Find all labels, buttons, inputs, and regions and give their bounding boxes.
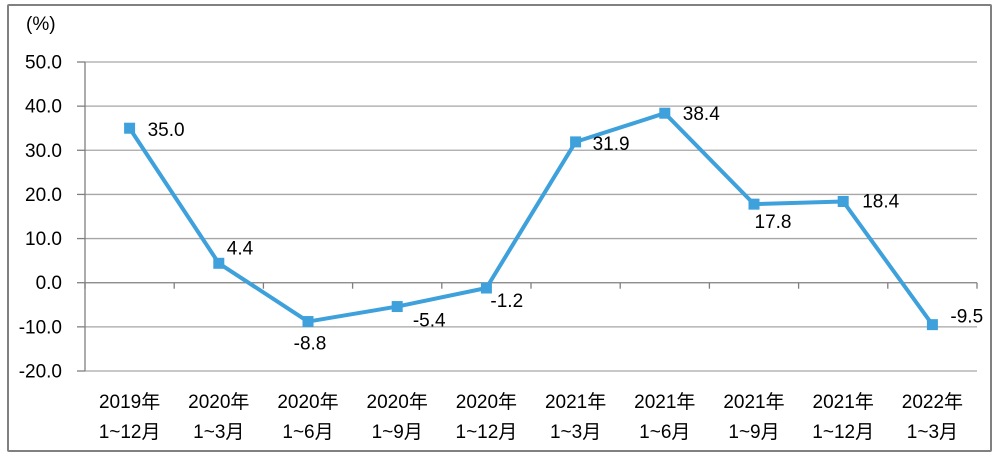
data-label: -8.8: [294, 334, 327, 355]
x-axis-category-label-months: 1~3月: [550, 422, 601, 443]
y-axis-tick-label: 50.0: [25, 53, 62, 74]
x-axis-category-label-months: 1~3月: [907, 422, 958, 443]
data-point-marker: [213, 257, 225, 269]
y-axis-tick-label: 40.0: [25, 97, 62, 118]
data-label: -9.5: [950, 307, 983, 328]
x-axis-category-label-year: 2021年: [723, 391, 784, 413]
x-axis-category-label-year: 2021年: [545, 391, 606, 413]
data-point-marker: [926, 319, 938, 331]
data-point-marker: [659, 107, 671, 119]
data-point-marker: [570, 136, 582, 148]
x-axis-category-label-year: 2022年: [902, 391, 963, 413]
x-axis-category-label-months: 1~9月: [372, 422, 423, 443]
x-axis-category-label-months: 1~6月: [639, 422, 690, 443]
x-axis-category-label-months: 1~12月: [456, 422, 518, 443]
x-axis-category-label-months: 1~6月: [282, 422, 333, 443]
data-label: 38.4: [683, 104, 720, 125]
data-point-marker: [480, 282, 492, 294]
y-axis-tick-label: 10.0: [25, 229, 62, 250]
x-axis-category-label-months: 1~3月: [193, 422, 244, 443]
x-axis-category-label-year: 2020年: [277, 391, 338, 413]
y-axis-tick-label: 20.0: [25, 185, 62, 206]
data-label: 35.0: [148, 120, 185, 141]
y-axis-tick-label: 0.0: [36, 273, 62, 294]
x-axis-category-label-year: 2019年: [99, 391, 160, 413]
y-axis-tick-label: -10.0: [19, 317, 62, 338]
data-label: 18.4: [862, 191, 899, 212]
y-axis-unit-label: (%): [26, 14, 56, 35]
data-point-marker: [124, 122, 136, 134]
data-label: 17.8: [755, 212, 792, 233]
x-axis-category-label-months: 1~9月: [728, 422, 779, 443]
figure-border: [7, 4, 992, 452]
data-line: [127, 111, 935, 327]
x-axis-category-label-months: 1~12月: [812, 422, 874, 443]
x-axis-category-label-year: 2020年: [367, 391, 428, 413]
x-axis-category-label-year: 2021年: [813, 391, 874, 413]
x-axis-category-label-year: 2020年: [188, 391, 249, 413]
y-axis-tick-label: -20.0: [19, 362, 62, 383]
data-label: -1.2: [490, 291, 523, 312]
x-axis-category-label-year: 2020年: [456, 391, 517, 413]
data-label: -5.4: [413, 311, 446, 332]
data-label: 31.9: [593, 134, 630, 155]
x-axis-category-label-year: 2021年: [634, 391, 695, 413]
data-point-marker: [748, 198, 760, 210]
data-label: 4.4: [227, 238, 254, 259]
x-axis-category-label-months: 1~12月: [99, 422, 161, 443]
data-point-marker: [391, 301, 403, 313]
data-point-marker: [837, 195, 849, 207]
data-point-marker: [302, 316, 314, 328]
y-axis-tick-label: 30.0: [25, 141, 62, 162]
